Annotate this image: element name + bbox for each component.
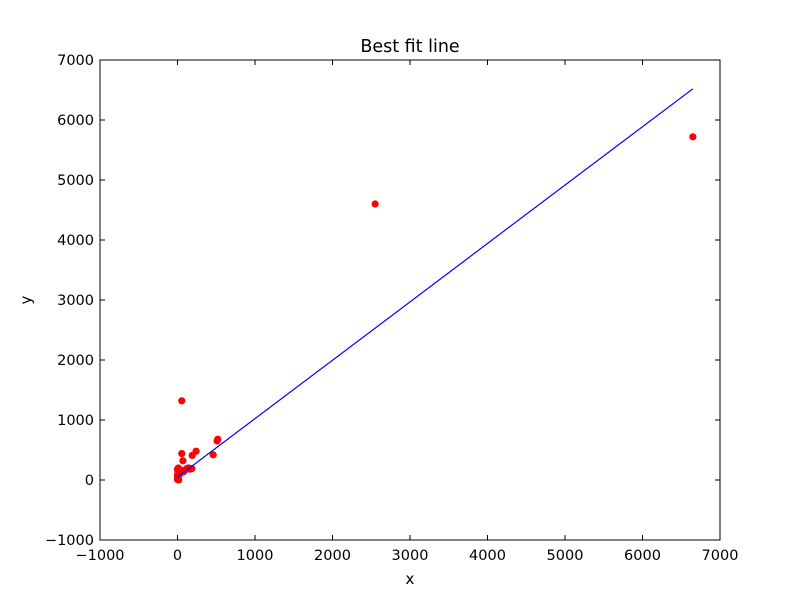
x-tick-label: 6000 [624, 548, 661, 564]
y-axis-label: y [17, 295, 35, 304]
data-point [213, 437, 221, 445]
data-point [179, 457, 187, 465]
x-tick-label: 7000 [702, 548, 739, 564]
x-tick-label: 0 [173, 548, 182, 564]
y-tick-label: 1000 [57, 413, 94, 429]
data-point [209, 451, 217, 459]
y-tick-label: 0 [85, 473, 94, 489]
x-tick-label: 4000 [469, 548, 506, 564]
x-tick-label: 3000 [392, 548, 429, 564]
data-point [178, 397, 186, 405]
y-tick-label: 2000 [57, 353, 94, 369]
y-tick-label: 3000 [57, 293, 94, 309]
data-point [178, 450, 186, 458]
x-tick-label: 2000 [314, 548, 351, 564]
chart-title: Best fit line [360, 37, 459, 57]
x-axis-label: x [406, 570, 415, 588]
x-tick-label: −1000 [75, 548, 124, 564]
y-tick-label: 7000 [57, 53, 94, 69]
plot-area [173, 88, 697, 484]
y-tick-label: 6000 [57, 113, 94, 129]
data-point [371, 200, 379, 208]
best-fit-line [177, 88, 694, 478]
x-tick-label: 1000 [237, 548, 274, 564]
y-tick-label: −1000 [45, 533, 94, 549]
axes: −1000 0 1000 2000 3000 4000 5000 6000 7000 −1000 0… [45, 53, 739, 564]
data-point [188, 451, 196, 459]
data-point [689, 133, 697, 141]
y-tick-label: 4000 [57, 233, 94, 249]
x-tick-label: 5000 [547, 548, 584, 564]
data-point [175, 476, 183, 484]
y-tick-label: 5000 [57, 173, 94, 189]
